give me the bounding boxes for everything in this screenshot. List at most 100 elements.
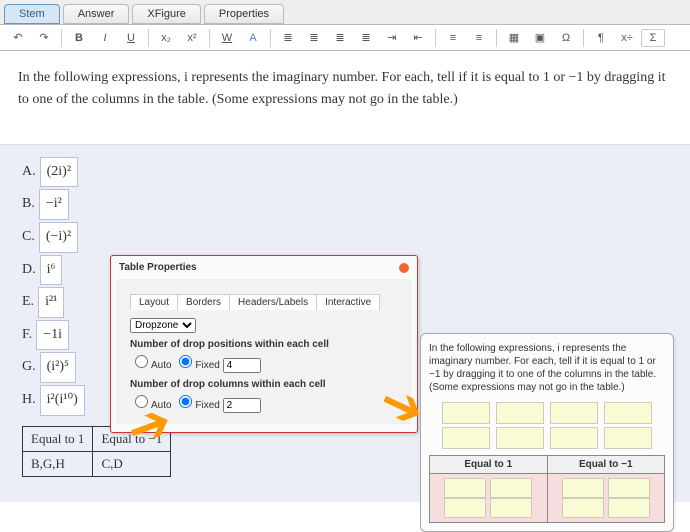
dropzone[interactable] <box>604 427 652 449</box>
preview-cell <box>547 474 665 523</box>
radio-group: Auto Fixed <box>130 352 398 373</box>
superscript-button[interactable]: x² <box>180 29 204 47</box>
separator <box>583 29 584 47</box>
table-cell: B,G,H <box>23 451 93 476</box>
dropzone[interactable] <box>550 427 598 449</box>
fixed-radio[interactable] <box>179 355 192 368</box>
sigma-icon[interactable]: Σ <box>641 29 665 47</box>
tab-bar: Stem Answer XFigure Properties <box>0 0 690 24</box>
table-icon[interactable]: ▦ <box>502 28 526 47</box>
ptab-layout[interactable]: Layout <box>130 294 178 310</box>
radio-group: Auto Fixed <box>130 392 398 413</box>
ptab-headers[interactable]: Headers/Labels <box>229 294 317 310</box>
dropzone[interactable] <box>608 478 650 498</box>
separator <box>209 29 210 47</box>
editor-toolbar: ↶ ↷ B I U x₂ x² W A ≣ ≣ ≣ ≣ ⇥ ⇤ ≡ ≡ ▦ ▣ … <box>0 24 690 51</box>
outdent-icon[interactable]: ⇤ <box>406 28 430 47</box>
instruction-text: In the following expressions, i represen… <box>18 67 672 112</box>
list-icon[interactable]: ≡ <box>441 29 465 47</box>
close-icon[interactable] <box>399 263 409 273</box>
dropzone[interactable] <box>550 402 598 424</box>
bold-button[interactable]: B <box>67 29 91 47</box>
italic-button[interactable]: I <box>93 29 117 47</box>
field-label: Number of drop positions within each cel… <box>130 339 398 350</box>
expression[interactable]: (i²)⁵ <box>40 352 76 383</box>
omega-icon[interactable]: Ω <box>554 29 578 47</box>
list-item: B. −i² <box>22 189 668 220</box>
expression[interactable]: i²(i¹⁰) <box>40 385 85 416</box>
fixed-value-input[interactable] <box>223 398 261 413</box>
dropzone-select[interactable]: Dropzone <box>130 318 196 333</box>
expression[interactable]: (−i)² <box>39 222 78 253</box>
field-label: Number of drop columns within each cell <box>130 379 398 390</box>
fontcolor-button[interactable]: A <box>241 29 265 47</box>
expression[interactable]: i⁶ <box>40 255 63 286</box>
dropzone[interactable] <box>562 498 604 518</box>
dropzone[interactable] <box>444 498 486 518</box>
expression[interactable]: (2i)² <box>40 157 78 188</box>
align-justify-icon[interactable]: ≣ <box>354 28 378 47</box>
dropzone[interactable] <box>490 478 532 498</box>
dropzone[interactable] <box>562 478 604 498</box>
align-left-icon[interactable]: ≣ <box>276 28 300 47</box>
expression[interactable]: i²¹ <box>38 287 64 318</box>
item-label: H. <box>22 392 36 407</box>
dropzone[interactable] <box>442 402 490 424</box>
preview-cell <box>430 474 548 523</box>
subscript-button[interactable]: x₂ <box>154 29 178 47</box>
ptab-interactive[interactable]: Interactive <box>316 294 380 310</box>
dropzone[interactable] <box>444 478 486 498</box>
dropzone[interactable] <box>608 498 650 518</box>
expression[interactable]: −i² <box>39 189 69 220</box>
separator <box>435 29 436 47</box>
fraction-icon[interactable]: x÷ <box>615 29 639 47</box>
fixed-value-input[interactable] <box>223 358 261 373</box>
preview-header: Equal to −1 <box>547 456 665 474</box>
editor-content: In the following expressions, i represen… <box>0 51 690 502</box>
radio-label: Auto <box>151 360 172 371</box>
dropzone[interactable] <box>496 402 544 424</box>
tab-xfigure[interactable]: XFigure <box>132 4 201 24</box>
redo-icon[interactable]: ↷ <box>32 28 56 47</box>
item-label: B. <box>22 196 35 211</box>
align-center-icon[interactable]: ≣ <box>302 28 326 47</box>
table-cell: C,D <box>93 451 171 476</box>
pilcrow-icon[interactable]: ¶ <box>589 29 613 47</box>
dropzone[interactable] <box>442 427 490 449</box>
undo-icon[interactable]: ↶ <box>6 28 30 47</box>
tab-stem[interactable]: Stem <box>4 4 60 24</box>
ptab-borders[interactable]: Borders <box>177 294 230 310</box>
dialog-title: Table Properties <box>119 262 197 273</box>
dropzone-row <box>429 427 665 449</box>
item-label: F. <box>22 327 32 342</box>
dropzone[interactable] <box>490 498 532 518</box>
item-label: A. <box>22 164 36 179</box>
dropzone[interactable] <box>604 402 652 424</box>
dropzone[interactable] <box>496 427 544 449</box>
indent-icon[interactable]: ⇥ <box>380 28 404 47</box>
separator <box>270 29 271 47</box>
preview-instruction: In the following expressions, i represen… <box>429 342 665 394</box>
auto-radio[interactable] <box>135 355 148 368</box>
tab-answer[interactable]: Answer <box>63 4 130 24</box>
preview-table: Equal to 1Equal to −1 <box>429 455 665 523</box>
list-item: C.(−i)² <box>22 222 668 253</box>
dialog-title-bar[interactable]: Table Properties <box>111 256 417 279</box>
w-button[interactable]: W <box>215 29 239 47</box>
align-right-icon[interactable]: ≣ <box>328 28 352 47</box>
fixed-radio[interactable] <box>179 395 192 408</box>
item-label: G. <box>22 359 36 374</box>
underline-button[interactable]: U <box>119 29 143 47</box>
item-label: E. <box>22 294 34 309</box>
separator <box>148 29 149 47</box>
separator <box>496 29 497 47</box>
expression[interactable]: −1i <box>36 320 69 351</box>
numlist-icon[interactable]: ≡ <box>467 29 491 47</box>
dropzone-row <box>429 402 665 424</box>
table-header: Equal to 1 <box>23 426 93 451</box>
dialog-tabs: LayoutBordersHeaders/LabelsInteractive <box>130 294 398 310</box>
item-label: D. <box>22 262 36 277</box>
radio-label: Fixed <box>195 360 219 371</box>
tab-properties[interactable]: Properties <box>204 4 284 24</box>
image-icon[interactable]: ▣ <box>528 28 552 47</box>
